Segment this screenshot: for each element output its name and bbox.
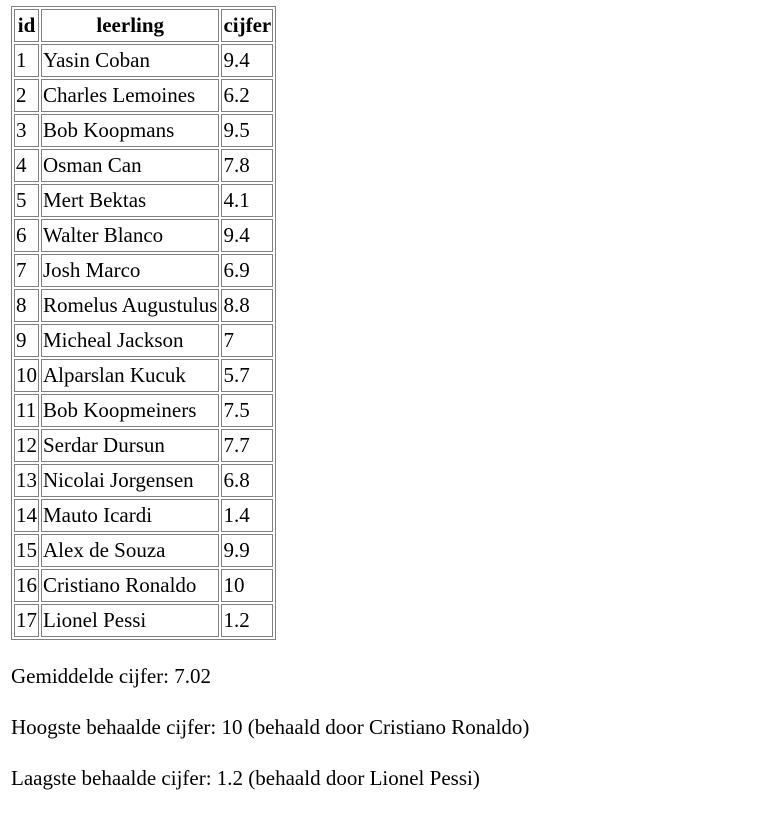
cell-leerling: Romelus Augustulus [41, 289, 220, 322]
table-row: 4 Osman Can 7.8 [14, 149, 274, 182]
cell-cijfer: 10 [221, 569, 274, 602]
table-row: 6 Walter Blanco 9.4 [14, 219, 274, 252]
table-row: 15 Alex de Souza 9.9 [14, 534, 274, 567]
lowest-grade-text: Laagste behaalde cijfer: 1.2 (behaald do… [11, 766, 480, 790]
summary: Gemiddelde cijfer: 7.02 Hoogste behaalde… [11, 664, 781, 791]
cell-id: 2 [14, 79, 39, 112]
cell-cijfer: 7.8 [221, 149, 274, 182]
grades-table: id leerling cijfer 1 Yasin Coban 9.4 2 Charl… [11, 6, 277, 640]
cell-leerling: Alparslan Kucuk [41, 359, 220, 392]
table-row: 1 Yasin Coban 9.4 [14, 44, 274, 77]
table-row: 10 Alparslan Kucuk 5.7 [14, 359, 274, 392]
table-row: 2 Charles Lemoines 6.2 [14, 79, 274, 112]
table-body: 1 Yasin Coban 9.4 2 Charles Lemoines 6.2 3 Bob … [14, 44, 274, 637]
cell-leerling: Yasin Coban [41, 44, 220, 77]
cell-cijfer: 9.5 [221, 114, 274, 147]
cell-id: 6 [14, 219, 39, 252]
cell-cijfer: 8.8 [221, 289, 274, 322]
table-row: 5 Mert Bektas 4.1 [14, 184, 274, 217]
cell-cijfer: 6.9 [221, 254, 274, 287]
table-row: 14 Mauto Icardi 1.4 [14, 499, 274, 532]
cell-leerling: Cristiano Ronaldo [41, 569, 220, 602]
cell-cijfer: 9.9 [221, 534, 274, 567]
cell-leerling: Serdar Dursun [41, 429, 220, 462]
cell-id: 13 [14, 464, 39, 497]
cell-cijfer: 6.2 [221, 79, 274, 112]
cell-id: 12 [14, 429, 39, 462]
cell-leerling: Bob Koopmeiners [41, 394, 220, 427]
cell-leerling: Lionel Pessi [41, 604, 220, 637]
cell-leerling: Mauto Icardi [41, 499, 220, 532]
cell-id: 14 [14, 499, 39, 532]
column-header-cijfer: cijfer [221, 9, 274, 42]
cell-cijfer: 7.7 [221, 429, 274, 462]
cell-id: 16 [14, 569, 39, 602]
cell-id: 9 [14, 324, 39, 357]
table-row: 12 Serdar Dursun 7.7 [14, 429, 274, 462]
cell-leerling: Mert Bektas [41, 184, 220, 217]
table-row: 3 Bob Koopmans 9.5 [14, 114, 274, 147]
table-row: 11 Bob Koopmeiners 7.5 [14, 394, 274, 427]
cell-cijfer: 6.8 [221, 464, 274, 497]
column-header-id: id [14, 9, 39, 42]
cell-cijfer: 7.5 [221, 394, 274, 427]
cell-leerling: Charles Lemoines [41, 79, 220, 112]
average-grade-text: Gemiddelde cijfer: 7.02 [11, 664, 212, 688]
cell-leerling: Bob Koopmans [41, 114, 220, 147]
table-row: 8 Romelus Augustulus 8.8 [14, 289, 274, 322]
cell-cijfer: 1.4 [221, 499, 274, 532]
table-row: 17 Lionel Pessi 1.2 [14, 604, 274, 637]
cell-leerling: Alex de Souza [41, 534, 220, 567]
cell-cijfer: 7 [221, 324, 274, 357]
cell-cijfer: 9.4 [221, 44, 274, 77]
highest-grade-text: Hoogste behaalde cijfer: 10 (behaald doo… [11, 715, 530, 739]
cell-cijfer: 1.2 [221, 604, 274, 637]
cell-leerling: Walter Blanco [41, 219, 220, 252]
cell-id: 1 [14, 44, 39, 77]
cell-id: 15 [14, 534, 39, 567]
page: id leerling cijfer 1 Yasin Coban 9.4 2 Charl… [11, 6, 781, 791]
cell-cijfer: 9.4 [221, 219, 274, 252]
cell-leerling: Osman Can [41, 149, 220, 182]
cell-id: 7 [14, 254, 39, 287]
cell-cijfer: 5.7 [221, 359, 274, 392]
table-row: 9 Micheal Jackson 7 [14, 324, 274, 357]
table-header-row: id leerling cijfer [14, 9, 274, 42]
table-row: 16 Cristiano Ronaldo 10 [14, 569, 274, 602]
cell-id: 4 [14, 149, 39, 182]
cell-id: 8 [14, 289, 39, 322]
cell-id: 17 [14, 604, 39, 637]
column-header-leerling: leerling [41, 9, 220, 42]
cell-leerling: Josh Marco [41, 254, 220, 287]
cell-leerling: Micheal Jackson [41, 324, 220, 357]
cell-id: 3 [14, 114, 39, 147]
cell-id: 5 [14, 184, 39, 217]
cell-leerling: Nicolai Jorgensen [41, 464, 220, 497]
cell-id: 11 [14, 394, 39, 427]
table-row: 13 Nicolai Jorgensen 6.8 [14, 464, 274, 497]
cell-cijfer: 4.1 [221, 184, 274, 217]
table-head: id leerling cijfer [14, 9, 274, 42]
table-row: 7 Josh Marco 6.9 [14, 254, 274, 287]
cell-id: 10 [14, 359, 39, 392]
